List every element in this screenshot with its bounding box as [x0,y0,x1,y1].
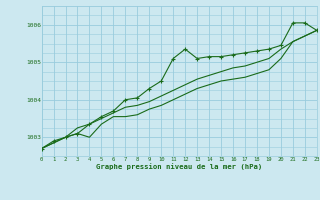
X-axis label: Graphe pression niveau de la mer (hPa): Graphe pression niveau de la mer (hPa) [96,163,262,170]
